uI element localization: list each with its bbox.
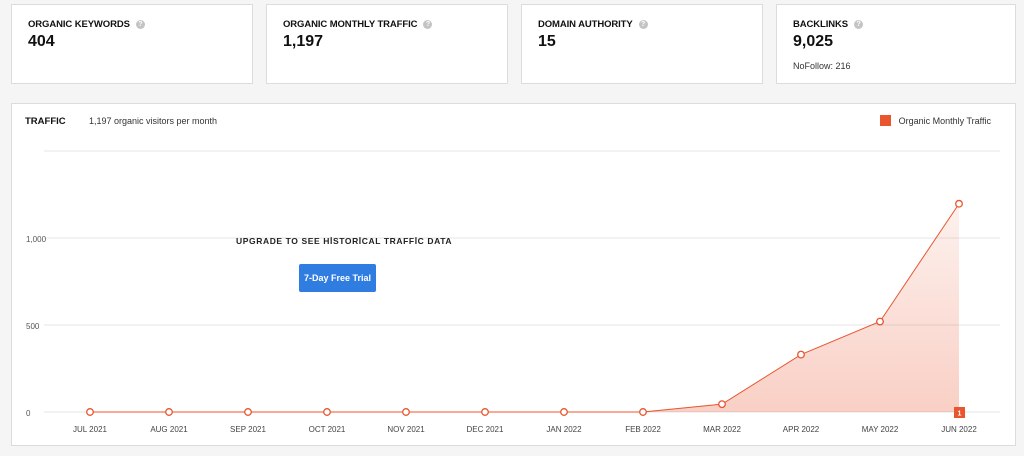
x-tick-label: MAY 2022 xyxy=(862,425,899,434)
traffic-panel: TRAFFIC 1,197 organic visitors per month… xyxy=(11,103,1016,446)
stat-title-label: ORGANIC KEYWORDS xyxy=(28,19,130,30)
stat-value: 404 xyxy=(28,33,55,50)
data-point xyxy=(244,408,252,416)
legend-label: Organic Monthly Traffic xyxy=(898,115,991,126)
stat-title: DOMAIN AUTHORITY ? xyxy=(538,19,648,30)
y-tick-label: 0 xyxy=(26,409,31,418)
stat-value: 15 xyxy=(538,33,556,50)
stat-card-organic-monthly-traffic: ORGANIC MONTHLY TRAFFIC ? 1,197 xyxy=(266,4,508,84)
legend-swatch xyxy=(879,115,891,126)
data-point xyxy=(323,408,331,416)
upgrade-message: UPGRADE TO SEE HİSTORİCAL TRAFFİC DATA xyxy=(236,236,453,246)
data-point xyxy=(718,400,726,409)
stat-title: ORGANIC MONTHLY TRAFFIC ? xyxy=(283,19,433,30)
traffic-chart: 0 500 1,000 JUL 2021 AUG 2021 SEP 2021 OCT 202… xyxy=(26,150,1000,434)
stat-value: 1,197 xyxy=(283,33,324,50)
stat-card-backlinks: BACKLINKS ? 9,025 NoFollow: 216 xyxy=(776,4,1016,84)
x-tick-label: OCT 2021 xyxy=(309,425,346,434)
help-icon[interactable]: ? xyxy=(135,20,145,29)
stat-title: BACKLINKS ? xyxy=(793,19,864,30)
data-point xyxy=(639,408,647,416)
x-tick-label: MAR 2022 xyxy=(703,425,741,434)
x-tick-label: JUL 2021 xyxy=(73,425,108,434)
data-point xyxy=(165,408,173,416)
data-point xyxy=(402,408,410,416)
x-tick-label: APR 2022 xyxy=(783,425,820,434)
data-point xyxy=(560,408,568,416)
stat-card-organic-keywords: ORGANIC KEYWORDS ? 404 xyxy=(11,4,253,84)
x-tick-label: JAN 2022 xyxy=(546,425,582,434)
series-area xyxy=(90,203,959,412)
data-point xyxy=(86,408,94,416)
stat-title-label: DOMAIN AUTHORITY xyxy=(538,19,633,30)
stat-title: ORGANIC KEYWORDS ? xyxy=(28,19,145,30)
stat-title-label: ORGANIC MONTHLY TRAFFIC xyxy=(283,19,418,30)
traffic-title: TRAFFIC xyxy=(25,116,66,127)
x-tick-label: JUN 2022 xyxy=(941,425,977,434)
chart-legend[interactable]: Organic Monthly Traffic xyxy=(879,115,991,126)
x-tick-label: SEP 2021 xyxy=(230,425,266,434)
x-tick-label: DEC 2021 xyxy=(467,425,504,434)
series-line xyxy=(90,203,960,413)
data-point xyxy=(481,408,489,416)
y-tick-label: 500 xyxy=(26,322,40,331)
stat-title-label: BACKLINKS xyxy=(793,19,849,30)
data-point xyxy=(797,350,805,359)
y-tick-label: 1,000 xyxy=(26,235,47,244)
help-icon[interactable]: ? xyxy=(854,20,864,29)
stat-card-domain-authority: DOMAIN AUTHORITY ? 15 xyxy=(521,4,763,84)
traffic-subtitle: 1,197 organic visitors per month xyxy=(89,116,218,126)
help-icon[interactable]: ? xyxy=(638,20,648,29)
data-point xyxy=(876,317,884,326)
free-trial-button[interactable]: 7-Day Free Trial xyxy=(299,264,376,292)
x-tick-label: FEB 2022 xyxy=(625,425,661,434)
x-tick-label: AUG 2021 xyxy=(150,425,188,434)
help-icon[interactable]: ? xyxy=(423,20,433,29)
marker-badge xyxy=(954,407,965,418)
marker-badge-label: 1 xyxy=(958,411,962,418)
x-tick-label: NOV 2021 xyxy=(387,425,425,434)
stat-value: 9,025 xyxy=(793,33,834,50)
data-point xyxy=(955,199,963,208)
nofollow-count: NoFollow: 216 xyxy=(793,61,851,71)
